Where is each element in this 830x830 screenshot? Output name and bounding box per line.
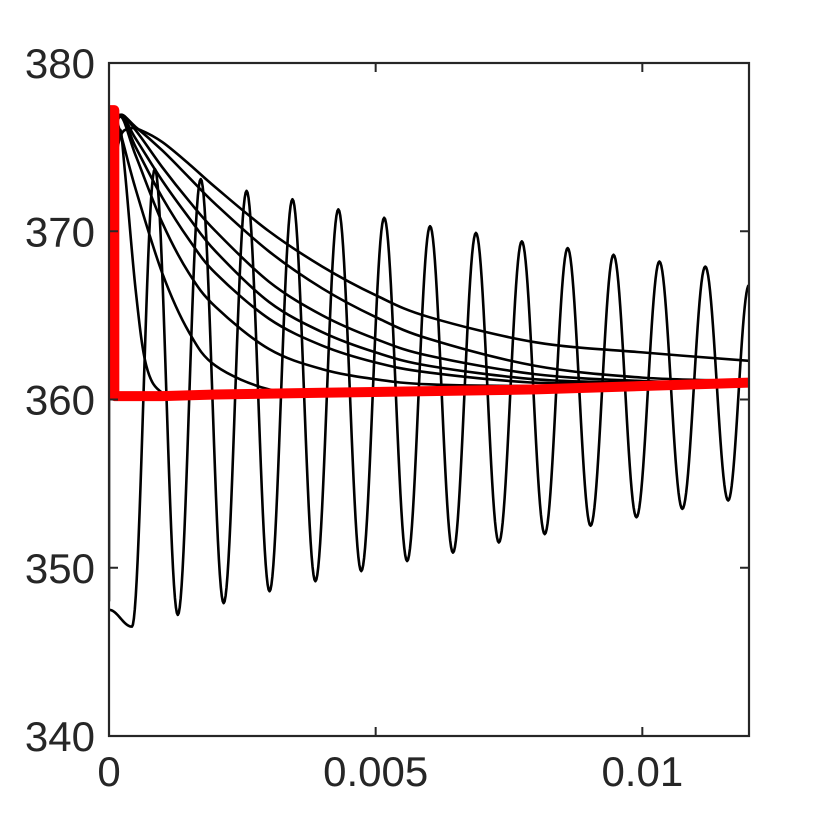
y-tick-label: 340	[25, 713, 95, 760]
x-tick-label: 0	[97, 748, 120, 795]
x-tick-label: 0.005	[323, 748, 428, 795]
oscillatory-decay-series-line	[109, 167, 749, 628]
y-tick-label: 350	[25, 545, 95, 592]
x-tick-label: 0.01	[601, 748, 683, 795]
monotone-decay-series-line	[109, 113, 749, 384]
series-layer	[109, 105, 749, 628]
y-tick-label: 360	[25, 377, 95, 424]
monotone-decay-series-line	[109, 113, 749, 385]
y-tick-label: 370	[25, 208, 95, 255]
monotone-decay-series-line	[109, 115, 749, 388]
y-tick-label: 380	[25, 40, 95, 87]
monotone-decay-series-line	[109, 126, 749, 363]
monotone-decay-series-line	[109, 115, 749, 395]
highlight-band-series-line	[109, 105, 749, 402]
axes-layer	[107, 61, 751, 738]
monotone-decay-series-line	[109, 113, 749, 385]
tick-label-layer: 0 0.005 0.01 340 350 360 370 380	[25, 40, 683, 795]
monotone-decay-series-line	[109, 113, 749, 383]
